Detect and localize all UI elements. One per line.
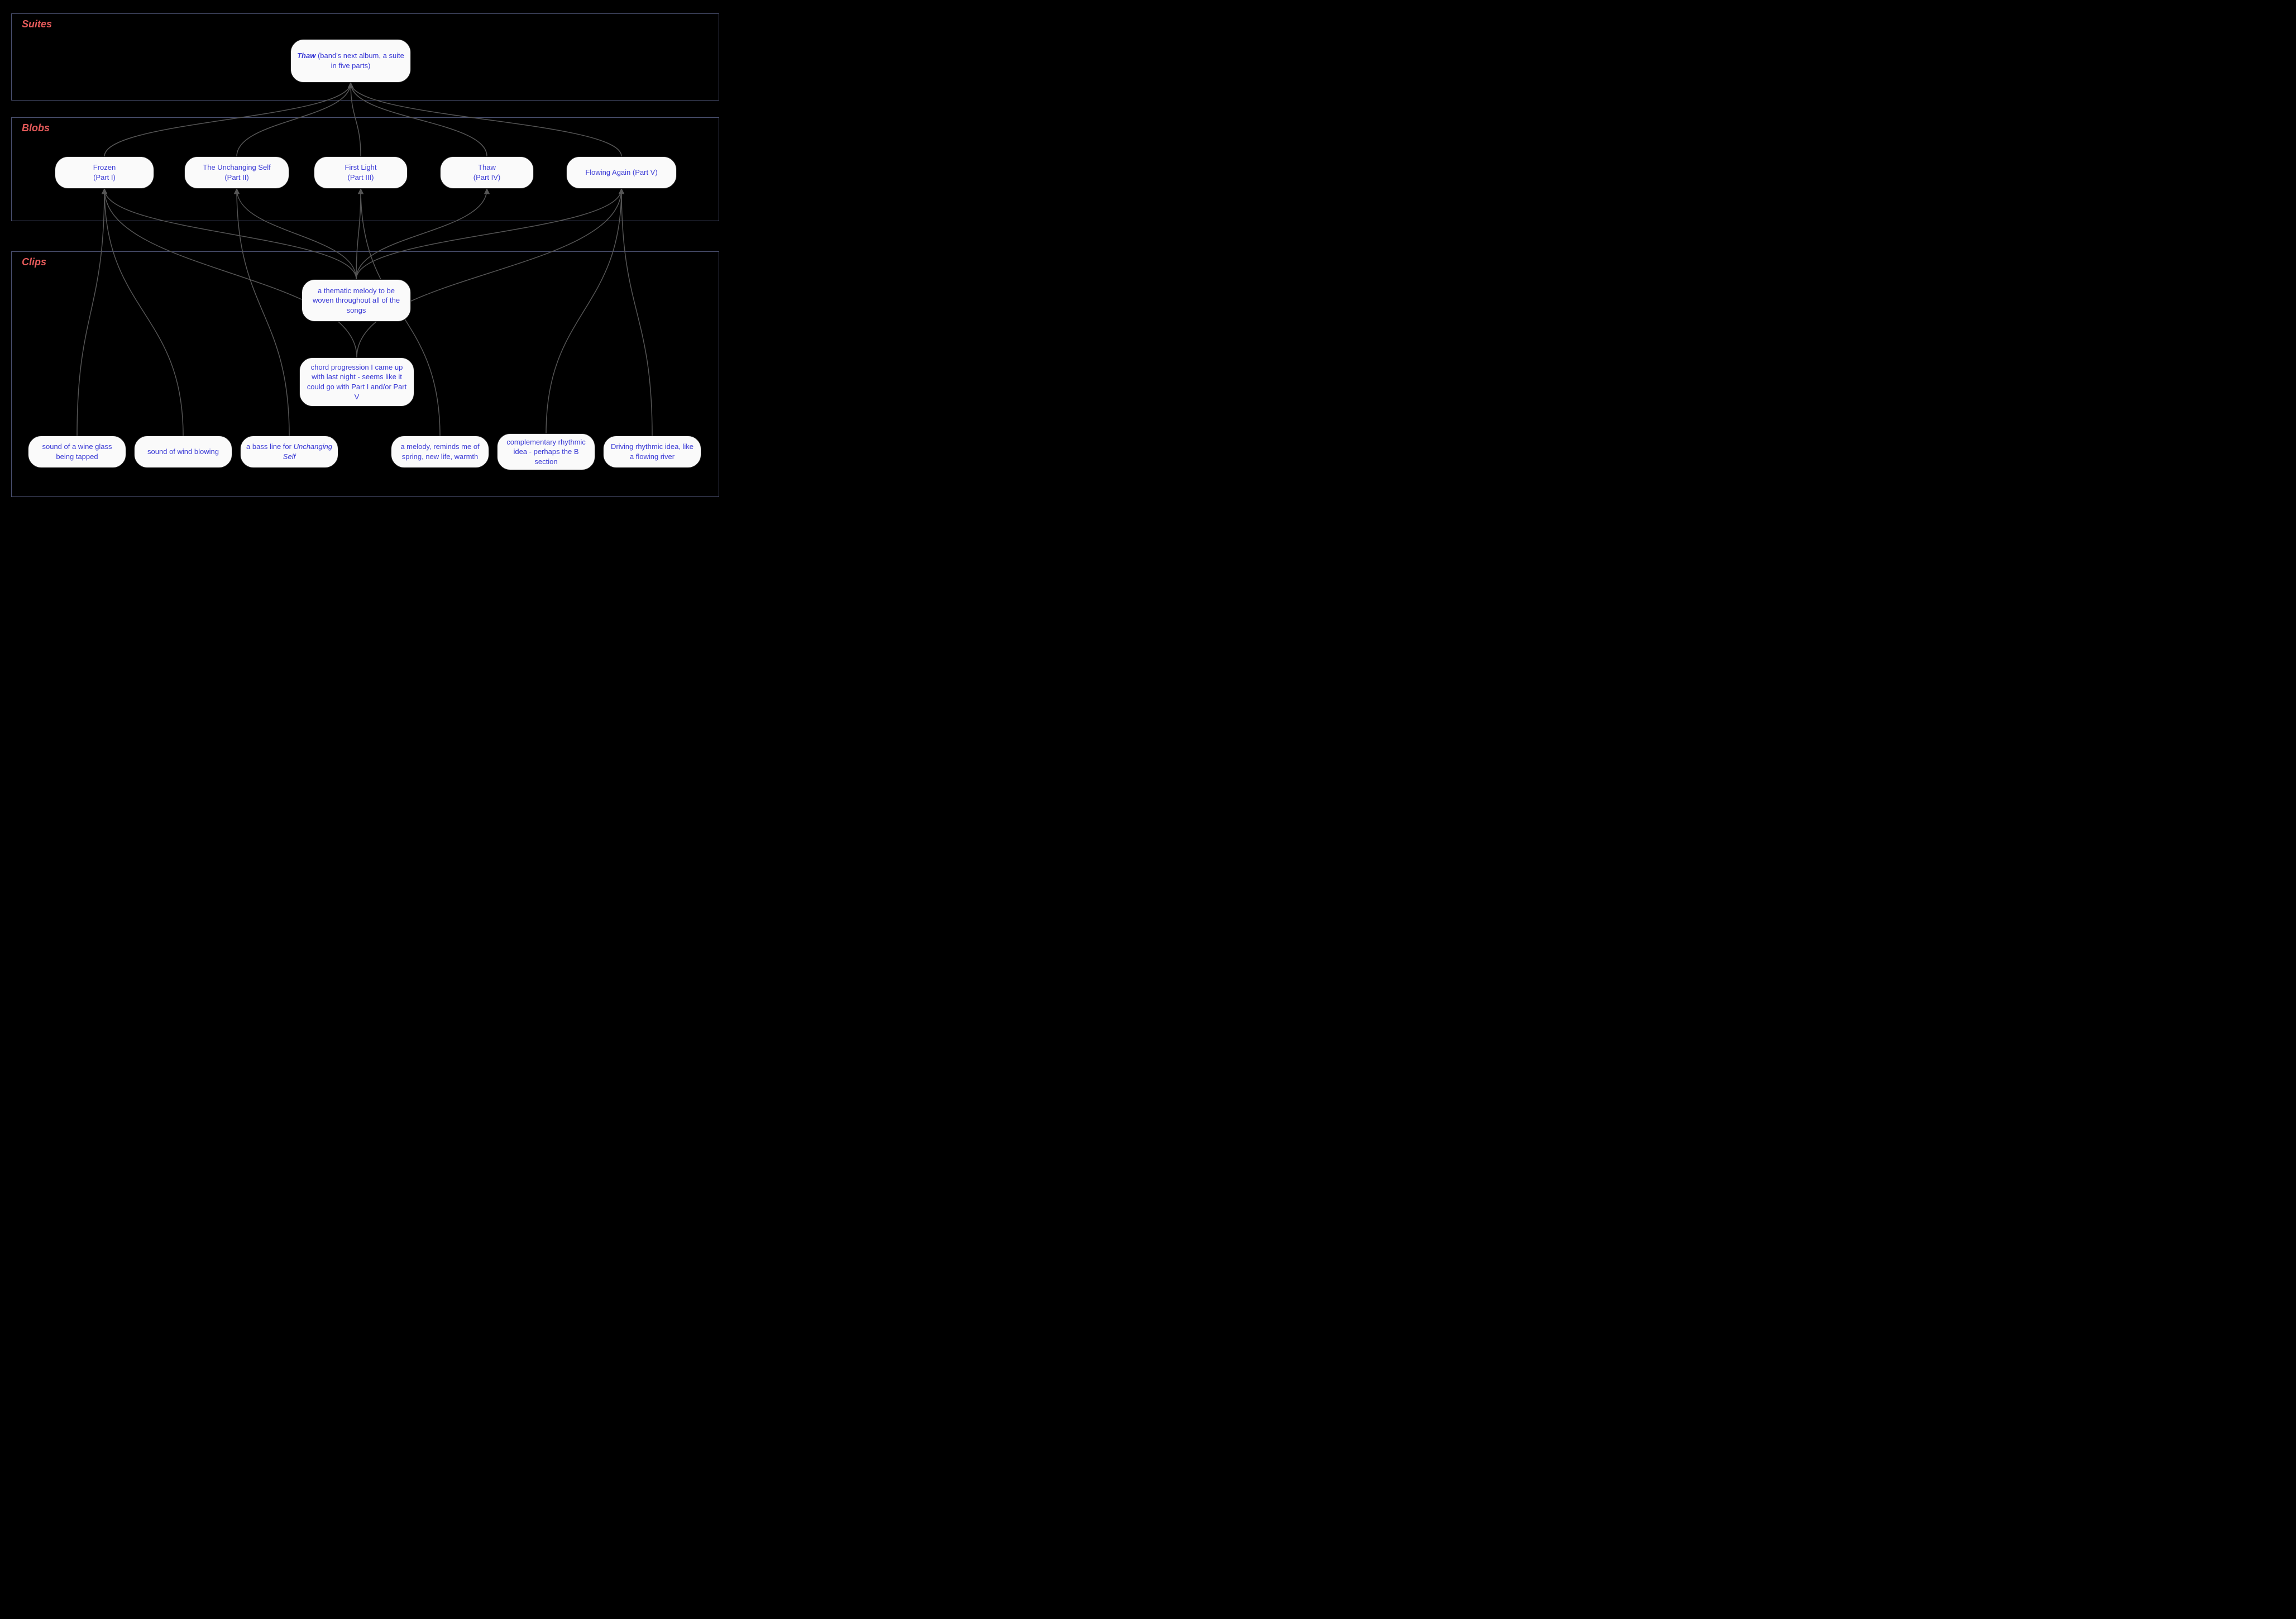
node-blob-unchanging-self[interactable]: The Unchanging Self(Part II)	[184, 156, 289, 189]
section-clips-label: Clips	[22, 256, 46, 268]
node-label: Flowing Again (Part V)	[572, 168, 671, 178]
section-suites-label: Suites	[22, 18, 52, 30]
node-blob-first-light[interactable]: First Light(Part III)	[314, 156, 408, 189]
node-label: Thaw (band's next album, a suite in five…	[296, 51, 405, 70]
node-label: a thematic melody to be woven throughout…	[308, 286, 405, 316]
node-label: Thaw(Part IV)	[446, 163, 528, 182]
node-blob-flowing-again[interactable]: Flowing Again (Part V)	[566, 156, 677, 189]
node-label: Driving rhythmic idea, like a flowing ri…	[609, 442, 695, 461]
node-label: a bass line for Unchanging Self	[246, 442, 332, 461]
node-clip-spring-melody[interactable]: a melody, reminds me of spring, new life…	[391, 436, 489, 468]
node-clip-driving-rhythm[interactable]: Driving rhythmic idea, like a flowing ri…	[603, 436, 701, 468]
node-label: sound of wind blowing	[140, 447, 226, 457]
node-clip-chord-progression[interactable]: chord progression I came up with last ni…	[299, 357, 414, 407]
node-suite-thaw[interactable]: Thaw (band's next album, a suite in five…	[290, 39, 411, 83]
node-label: The Unchanging Self(Part II)	[190, 163, 283, 182]
node-label: sound of a wine glass being tapped	[34, 442, 120, 461]
node-label: a melody, reminds me of spring, new life…	[397, 442, 483, 461]
node-blob-frozen[interactable]: Frozen(Part I)	[55, 156, 154, 189]
section-blobs-label: Blobs	[22, 122, 50, 134]
node-clip-wine-glass[interactable]: sound of a wine glass being tapped	[28, 436, 126, 468]
node-label: chord progression I came up with last ni…	[305, 362, 408, 402]
node-clip-thematic-melody[interactable]: a thematic melody to be woven throughout…	[302, 279, 411, 322]
node-clip-complementary-rhythm[interactable]: complementary rhythmic idea - perhaps th…	[497, 433, 595, 470]
node-clip-wind[interactable]: sound of wind blowing	[134, 436, 232, 468]
node-label: First Light(Part III)	[320, 163, 401, 182]
node-label: Frozen(Part I)	[61, 163, 148, 182]
diagram-canvas: Suites Blobs Clips Thaw (band's next alb…	[0, 0, 732, 516]
node-clip-bass-line[interactable]: a bass line for Unchanging Self	[240, 436, 338, 468]
node-blob-thaw-part4[interactable]: Thaw(Part IV)	[440, 156, 534, 189]
node-label: complementary rhythmic idea - perhaps th…	[503, 437, 589, 467]
